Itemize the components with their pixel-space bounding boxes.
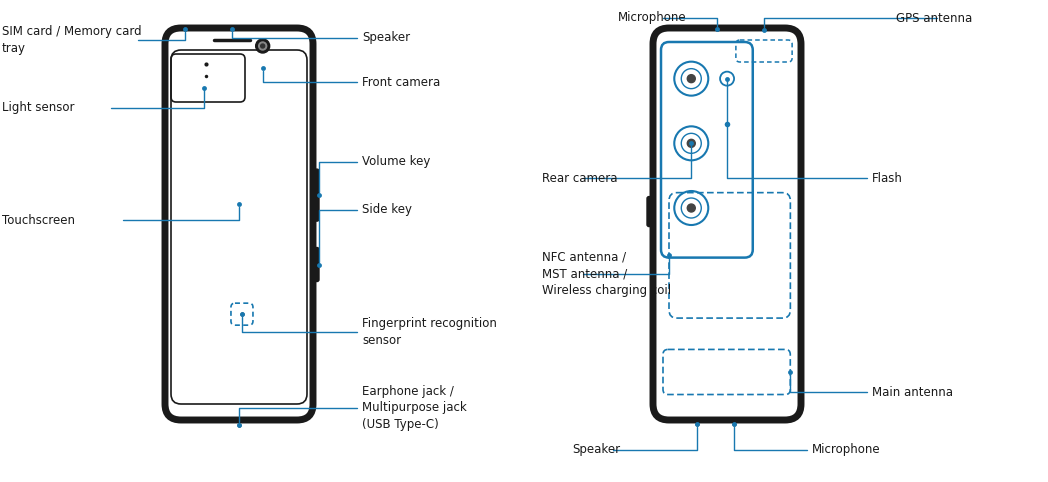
FancyBboxPatch shape	[165, 28, 313, 420]
FancyBboxPatch shape	[653, 28, 801, 420]
Text: Microphone: Microphone	[618, 12, 686, 25]
Text: Rear camera: Rear camera	[542, 172, 617, 185]
Circle shape	[259, 42, 266, 50]
Text: Volume key: Volume key	[362, 156, 431, 169]
FancyBboxPatch shape	[647, 197, 652, 227]
Text: Touchscreen: Touchscreen	[2, 214, 75, 227]
Text: Speaker: Speaker	[362, 31, 410, 44]
Text: Microphone: Microphone	[812, 443, 880, 456]
FancyBboxPatch shape	[171, 50, 307, 404]
Text: Flash: Flash	[872, 172, 903, 185]
Circle shape	[687, 139, 695, 147]
Text: Light sensor: Light sensor	[2, 102, 74, 115]
FancyBboxPatch shape	[314, 169, 319, 221]
Text: Speaker: Speaker	[572, 443, 620, 456]
Text: NFC antenna /
MST antenna /
Wireless charging coil: NFC antenna / MST antenna / Wireless cha…	[542, 251, 671, 297]
Text: Fingerprint recognition
sensor: Fingerprint recognition sensor	[362, 317, 497, 347]
Circle shape	[687, 204, 695, 212]
Circle shape	[687, 75, 695, 82]
Circle shape	[256, 39, 269, 53]
FancyBboxPatch shape	[314, 248, 319, 281]
Text: Front camera: Front camera	[362, 76, 440, 89]
Circle shape	[261, 44, 265, 48]
Text: GPS antenna: GPS antenna	[896, 12, 973, 25]
Text: Earphone jack /
Multipurpose jack
(USB Type-C): Earphone jack / Multipurpose jack (USB T…	[362, 385, 466, 431]
FancyBboxPatch shape	[661, 42, 752, 257]
Text: SIM card / Memory card
tray: SIM card / Memory card tray	[2, 25, 141, 55]
Text: Main antenna: Main antenna	[872, 386, 953, 399]
Text: Side key: Side key	[362, 203, 412, 216]
